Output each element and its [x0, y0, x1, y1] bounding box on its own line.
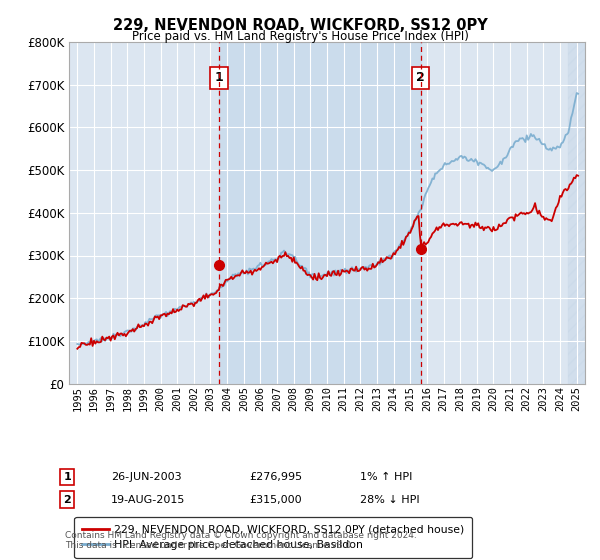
Text: 26-JUN-2003: 26-JUN-2003 [111, 472, 182, 482]
Text: 1% ↑ HPI: 1% ↑ HPI [360, 472, 412, 482]
Text: 229, NEVENDON ROAD, WICKFORD, SS12 0PY: 229, NEVENDON ROAD, WICKFORD, SS12 0PY [113, 18, 487, 33]
Text: 1: 1 [214, 71, 223, 85]
Text: £315,000: £315,000 [249, 494, 302, 505]
Text: 1: 1 [64, 472, 71, 482]
Bar [219, 42, 421, 384]
Text: £276,995: £276,995 [249, 472, 302, 482]
Text: 2: 2 [64, 494, 71, 505]
Text: 19-AUG-2015: 19-AUG-2015 [111, 494, 185, 505]
Bar [568, 42, 585, 384]
Text: Contains HM Land Registry data © Crown copyright and database right 2024.
This d: Contains HM Land Registry data © Crown c… [65, 531, 416, 550]
Text: 28% ↓ HPI: 28% ↓ HPI [360, 494, 419, 505]
Legend: 229, NEVENDON ROAD, WICKFORD, SS12 0PY (detached house), HPI: Average price, det: 229, NEVENDON ROAD, WICKFORD, SS12 0PY (… [74, 517, 472, 558]
Text: Price paid vs. HM Land Registry's House Price Index (HPI): Price paid vs. HM Land Registry's House … [131, 30, 469, 43]
Text: 2: 2 [416, 71, 425, 85]
